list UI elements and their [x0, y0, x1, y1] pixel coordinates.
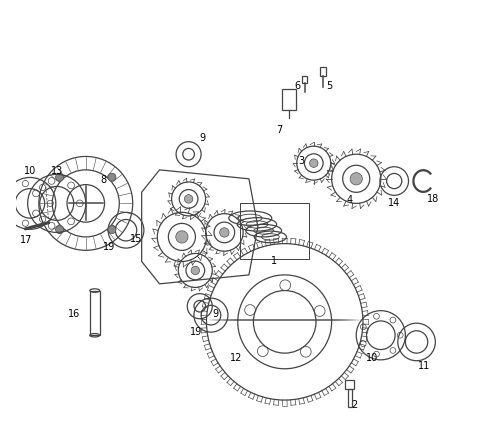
Text: 15: 15	[130, 234, 143, 244]
Bar	[240, 203, 309, 259]
Bar	[90, 291, 100, 335]
Text: 11: 11	[418, 361, 430, 371]
Text: 19: 19	[103, 242, 116, 252]
Circle shape	[56, 226, 64, 234]
Circle shape	[184, 195, 193, 203]
Text: 16: 16	[68, 309, 80, 319]
Text: 4: 4	[347, 195, 353, 205]
Circle shape	[108, 226, 116, 234]
Bar	[302, 76, 308, 83]
Text: 9: 9	[212, 309, 218, 319]
Text: 7: 7	[276, 125, 282, 135]
Circle shape	[176, 231, 188, 243]
Text: 18: 18	[427, 194, 439, 204]
Text: 6: 6	[294, 81, 300, 91]
Text: 2: 2	[351, 400, 357, 409]
Text: 10: 10	[24, 166, 36, 176]
Text: 1: 1	[270, 257, 276, 266]
Text: 19: 19	[190, 327, 202, 337]
Bar	[346, 380, 354, 389]
Bar	[348, 389, 351, 407]
Circle shape	[108, 173, 116, 181]
Text: 12: 12	[230, 354, 242, 363]
Circle shape	[220, 228, 229, 237]
Circle shape	[350, 173, 362, 185]
Text: 9: 9	[199, 133, 205, 143]
Text: 5: 5	[326, 81, 333, 91]
Text: 8: 8	[101, 175, 107, 185]
Text: 14: 14	[388, 198, 400, 208]
Circle shape	[56, 173, 64, 181]
Bar	[320, 67, 326, 76]
Text: 3: 3	[299, 156, 305, 166]
Text: 10: 10	[366, 354, 378, 363]
Circle shape	[191, 266, 200, 274]
Text: 13: 13	[50, 166, 63, 176]
Text: 17: 17	[20, 236, 33, 245]
Circle shape	[310, 159, 318, 168]
